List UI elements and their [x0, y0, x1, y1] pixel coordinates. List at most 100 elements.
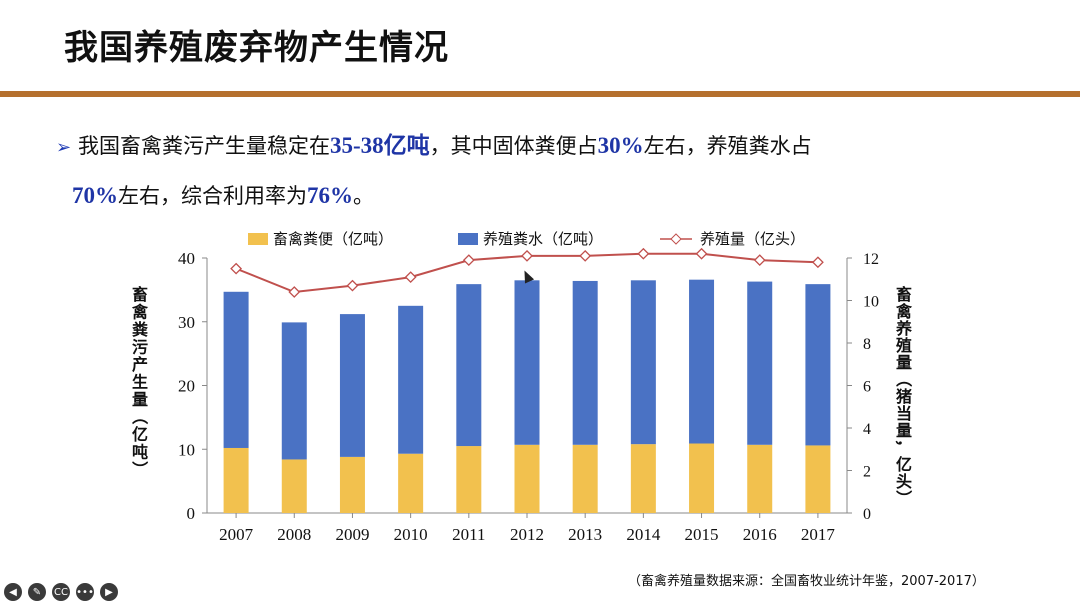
page-title: 我国养殖废弃物产生情况 [64, 28, 449, 68]
x-tick-label: 2008 [277, 525, 311, 544]
y-axis-title-right: ， [894, 439, 913, 455]
y-axis-title-right: 量 [896, 353, 912, 372]
y-axis-title-left: 产 [132, 355, 148, 374]
x-tick-label: 2014 [626, 525, 661, 544]
x-tick-label: 2015 [685, 525, 719, 544]
bar-wastewater [805, 284, 831, 446]
bar-manure [572, 444, 598, 513]
bar-manure [805, 445, 831, 513]
y-axis-title-left: 量 [132, 390, 148, 409]
x-tick-label: 2017 [801, 525, 836, 544]
y-axis-title-left: 吨 [132, 443, 148, 462]
bar-wastewater [223, 291, 249, 448]
legend-label: 养殖量（亿头） [700, 230, 805, 248]
bar-wastewater [456, 284, 482, 447]
x-tick-label: 2007 [219, 525, 254, 544]
bar-manure [456, 446, 482, 513]
y-tick-label-left: 20 [178, 377, 195, 396]
line-point [230, 262, 243, 275]
bar-manure [747, 444, 773, 513]
bar-wastewater [689, 279, 715, 444]
y-axis-title-right: （ [894, 371, 913, 387]
line-point [637, 247, 650, 260]
y-tick-label-right: 0 [863, 506, 871, 523]
y-axis-title-left: 禽 [131, 303, 149, 322]
bar-manure [398, 453, 424, 513]
bar-manure [223, 447, 249, 513]
bar-manure [514, 444, 540, 513]
x-tick-label: 2011 [452, 525, 485, 544]
y-tick-label-right: 10 [863, 294, 879, 311]
bar-wastewater [630, 280, 656, 445]
highlight-utilization: 76% [307, 183, 353, 208]
line-point [462, 254, 475, 267]
line-point [288, 286, 301, 298]
y-tick-label-right: 12 [863, 251, 879, 268]
title-divider [0, 91, 1080, 97]
y-tick-label-right: 8 [863, 336, 871, 353]
y-axis-title-left: （ [130, 408, 149, 424]
legend-swatch [458, 233, 478, 245]
y-axis-title-right: 当 [896, 404, 912, 423]
bullet-text-5: 。 [353, 184, 374, 208]
y-axis-title-left: ） [130, 461, 149, 477]
y-axis-title-left: 亿 [132, 425, 148, 444]
y-axis-title-right: 亿 [896, 455, 912, 474]
line-point [753, 254, 766, 267]
bar-wastewater [747, 281, 773, 445]
y-axis-title-left: 生 [132, 373, 148, 392]
bar-wastewater [281, 322, 307, 460]
back-button[interactable]: ◀ [4, 583, 22, 601]
y-axis-title-right: 禽 [895, 302, 913, 321]
presentation-toolbar: ◀ ✎ CC ••• ▶ [4, 583, 118, 601]
y-axis-title-right: 量 [896, 421, 912, 440]
y-tick-label-left: 10 [178, 440, 195, 459]
bullet-arrow-icon: ➢ [56, 137, 72, 158]
y-tick-label-left: 30 [178, 313, 195, 332]
line-point [811, 256, 824, 269]
line-point [346, 279, 359, 292]
x-tick-label: 2013 [568, 525, 602, 544]
x-tick-label: 2016 [743, 525, 777, 544]
more-button[interactable]: ••• [76, 583, 94, 601]
y-axis-title-right: 殖 [895, 336, 912, 355]
bullet-text-4: 左右，综合利用率为 [118, 184, 307, 208]
legend-label: 畜禽粪便（亿吨） [273, 230, 393, 248]
bar-wastewater [514, 280, 540, 445]
highlight-water-share: 70% [72, 183, 118, 208]
bar-manure [630, 444, 656, 513]
bar-manure [689, 443, 715, 513]
legend-marker [670, 233, 682, 245]
next-button[interactable]: ▶ [100, 583, 118, 601]
y-tick-label-right: 4 [863, 421, 871, 438]
y-tick-label-left: 0 [187, 504, 196, 523]
source-note: （畜禽养殖量数据来源：全国畜牧业统计年鉴，2007-2017） [628, 574, 985, 589]
bullet-text-1: 我国畜禽粪污产生量稳定在 [78, 134, 330, 158]
y-axis-title-left: 粪 [132, 320, 148, 339]
legend-swatch [248, 233, 268, 245]
x-tick-label: 2012 [510, 525, 544, 544]
bar-wastewater [572, 280, 598, 445]
y-tick-label-right: 6 [863, 379, 871, 396]
highlight-total: 35-38亿吨 [330, 133, 430, 158]
bar-wastewater [339, 314, 365, 457]
y-axis-title-right: 养 [895, 319, 913, 338]
y-tick-label-right: 2 [863, 464, 871, 481]
x-tick-label: 2009 [335, 525, 369, 544]
bar-manure [281, 459, 307, 513]
bullet-text-3: 左右，养殖粪水占 [643, 134, 812, 158]
line-point [404, 271, 417, 284]
highlight-solid-share: 30% [597, 133, 644, 158]
captions-button[interactable]: CC [52, 583, 70, 601]
bullet-text-2: ，其中固体粪便占 [429, 134, 598, 158]
line-point [695, 247, 708, 260]
bar-wastewater [398, 305, 424, 454]
pen-button[interactable]: ✎ [28, 583, 46, 601]
bullet-text: ➢ 我国畜禽粪污产生量稳定在35-38亿吨，其中固体粪便占30%左右，养殖粪水占 … [56, 122, 1046, 220]
y-axis-title-right: 畜 [896, 285, 912, 304]
legend-label: 养殖粪水（亿吨） [483, 230, 603, 248]
line-point [521, 249, 533, 262]
y-axis-title-left: 污 [132, 338, 148, 357]
y-axis-title-right: ） [894, 490, 913, 506]
